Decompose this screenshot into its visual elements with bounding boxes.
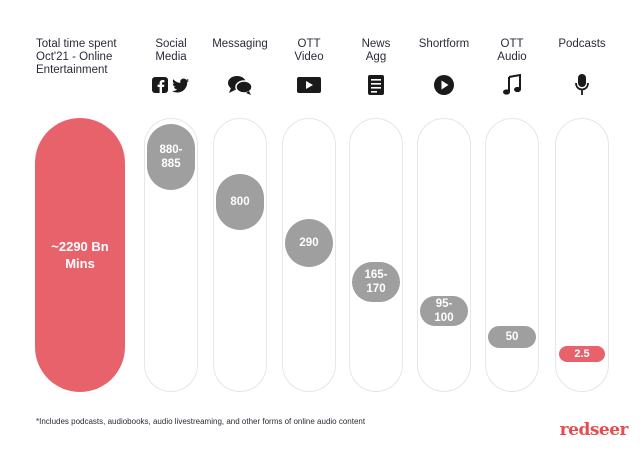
brand-logo: redseer (559, 420, 629, 440)
chat-bubbles-icon (227, 75, 253, 95)
column-label-messaging: Messaging (212, 38, 268, 50)
total-pill: ~2290 Bn Mins (35, 118, 125, 392)
value-bubble-ott-audio: 50 (488, 326, 536, 348)
value-bubble-social-media: 880- 885 (147, 124, 195, 190)
value-bubble-ott-video: 290 (285, 219, 333, 267)
column-label-social-media: Social Media (155, 38, 187, 63)
column-label-news-agg: News Agg (361, 38, 391, 63)
value-bubble-news-agg: 165- 170 (352, 262, 400, 302)
column-track (485, 118, 539, 392)
video-play-icon (296, 76, 322, 94)
facebook-twitter-icons (151, 76, 191, 94)
column-label-podcasts: Podcasts (558, 38, 606, 50)
footnote: *Includes podcasts, audiobooks, audio li… (36, 417, 366, 426)
column-track (213, 118, 267, 392)
value-bubble-podcasts: 2.5 (559, 346, 605, 362)
total-value: ~2290 Bn Mins (51, 239, 109, 271)
column-label-ott-audio: OTT Audio (497, 38, 527, 63)
microphone-icon (574, 73, 590, 97)
total-label: Total time spent Oct'21 - Online Enterta… (36, 38, 117, 76)
value-bubble-messaging: 800 (216, 174, 264, 230)
play-circle-icon (433, 74, 455, 96)
music-note-icon (502, 74, 522, 96)
column-track (417, 118, 471, 392)
column-label-ott-video: OTT Video (294, 38, 324, 63)
column-track (349, 118, 403, 392)
news-document-icon (367, 74, 385, 96)
value-bubble-shortform: 95- 100 (420, 296, 468, 326)
column-label-shortform: Shortform (418, 38, 470, 50)
